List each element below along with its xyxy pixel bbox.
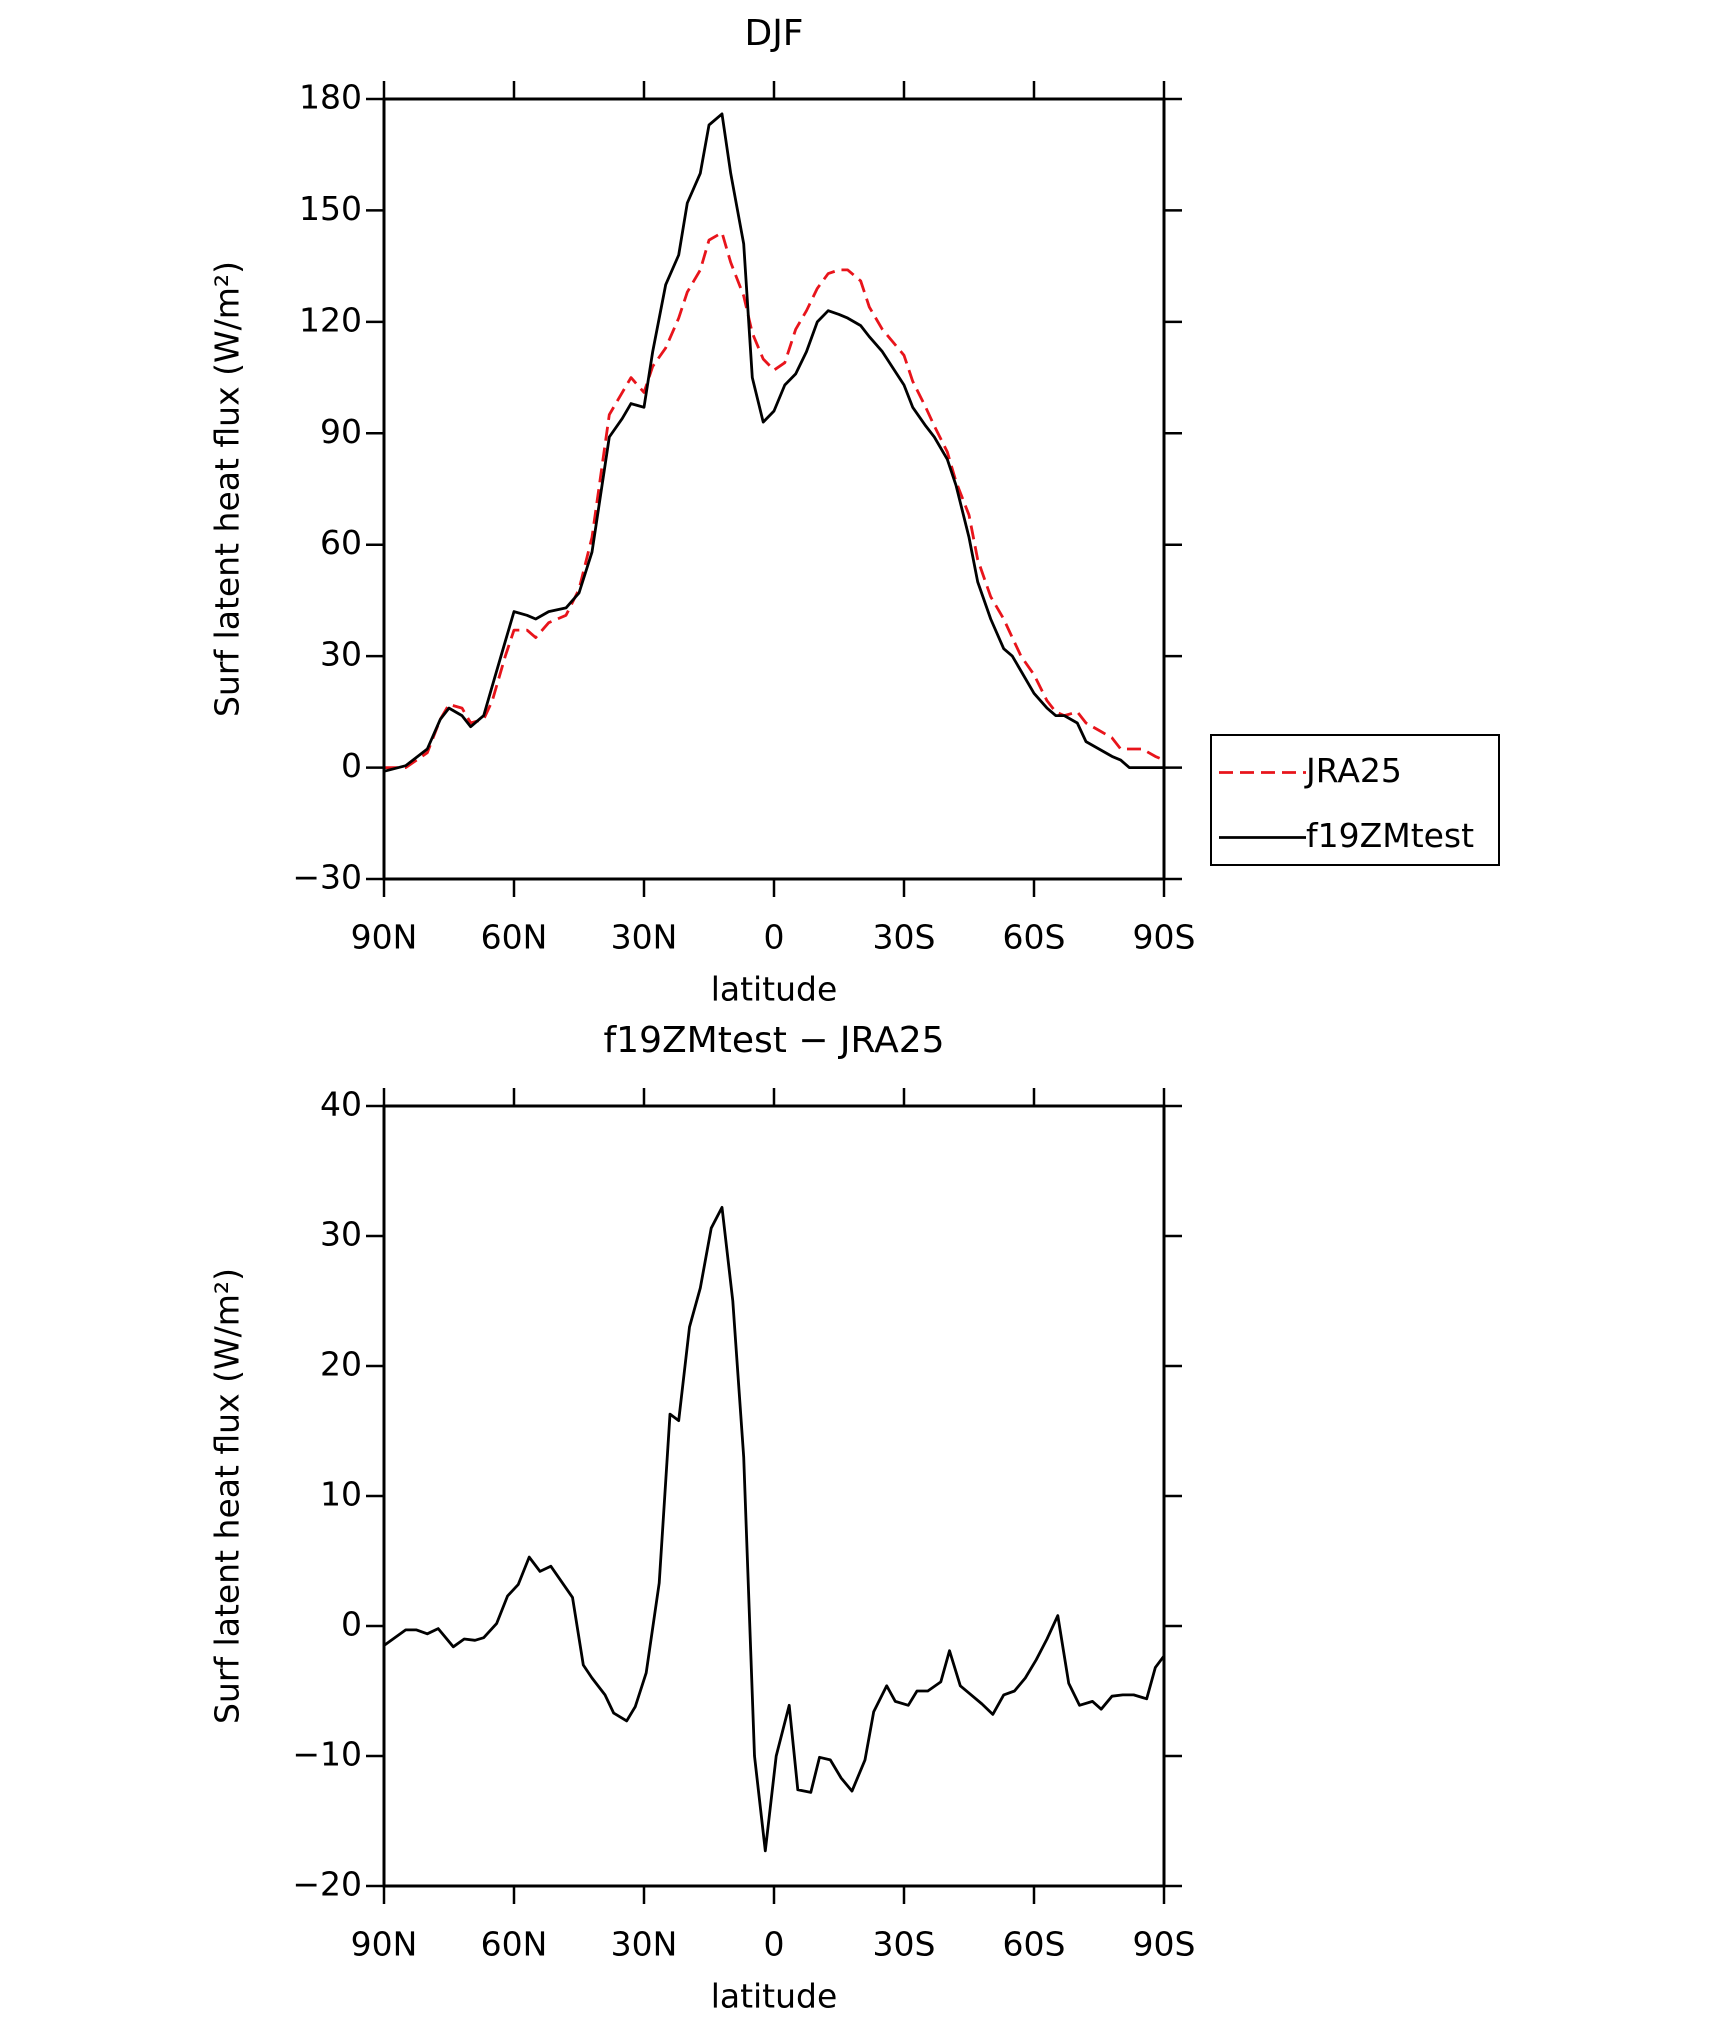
x-tick-label: 60S	[1003, 1925, 1066, 1964]
x-tick-label: 90N	[351, 918, 418, 957]
y-axis-label: Surf latent heat flux (W/m²)	[208, 1268, 247, 1724]
y-tick-label: 180	[299, 78, 362, 117]
y-tick-label: −20	[292, 1865, 362, 1904]
y-tick-label: 40	[320, 1085, 362, 1124]
chart-title: f19ZMtest − JRA25	[604, 1020, 945, 1061]
y-tick-label: 30	[320, 1215, 362, 1254]
x-tick-label: 30N	[611, 1925, 678, 1964]
x-axis-label: latitude	[711, 1977, 838, 2016]
series-line	[384, 231, 1165, 769]
y-tick-label: 0	[341, 1605, 362, 1644]
x-tick-label: 0	[764, 1925, 785, 1964]
x-tick-label: 60S	[1003, 918, 1066, 957]
y-tick-label: 0	[341, 746, 362, 785]
y-tick-label: 90	[320, 412, 362, 451]
plot-frame	[382, 97, 1166, 881]
x-tick-label: 90S	[1133, 918, 1196, 957]
x-tick-label: 90N	[351, 1925, 418, 1964]
x-tick-label: 30N	[611, 918, 678, 957]
y-tick-label: 10	[320, 1475, 362, 1514]
x-axis-label: latitude	[711, 970, 838, 1009]
x-tick-label: 0	[764, 918, 785, 957]
y-tick-label: 60	[320, 523, 362, 562]
y-tick-label: −30	[292, 858, 362, 897]
series-line	[383, 112, 1164, 773]
x-tick-label: 90S	[1133, 1925, 1196, 1964]
y-tick-label: 150	[299, 189, 362, 228]
y-axis-label: Surf latent heat flux (W/m²)	[208, 261, 247, 717]
x-tick-label: 30S	[873, 918, 936, 957]
y-tick-label: 30	[320, 635, 362, 674]
plot-frame	[382, 1104, 1166, 1888]
y-tick-label: −10	[292, 1735, 362, 1774]
x-tick-label: 60N	[481, 1925, 548, 1964]
x-tick-label: 60N	[481, 918, 548, 957]
legend-label: f19ZMtest	[1306, 816, 1474, 855]
chart-title: DJF	[744, 13, 803, 54]
x-tick-label: 30S	[873, 1925, 936, 1964]
y-tick-label: 20	[320, 1345, 362, 1384]
legend-box	[1210, 734, 1500, 866]
series-line	[383, 1206, 1166, 1853]
y-tick-label: 120	[299, 300, 362, 339]
legend-label: JRA25	[1304, 751, 1402, 790]
